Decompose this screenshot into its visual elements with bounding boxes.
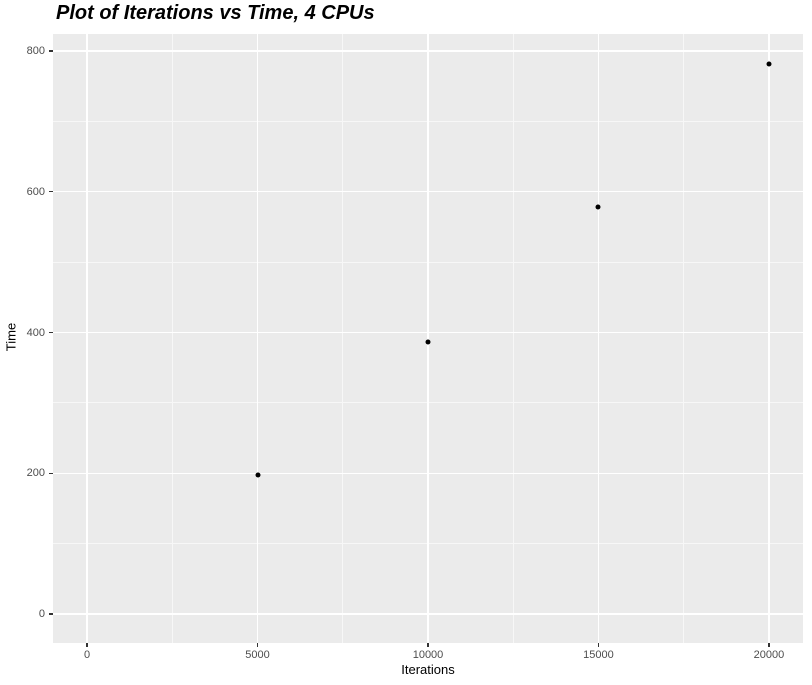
x-tick-mark	[256, 643, 259, 647]
x-tick-label: 5000	[245, 649, 270, 661]
x-axis-label: Iterations	[401, 662, 455, 677]
grid-x-major	[768, 34, 770, 643]
grid-x-minor	[683, 34, 685, 643]
y-tick-mark	[48, 50, 53, 52]
grid-x-major	[86, 34, 88, 643]
y-tick-label: 400	[26, 326, 45, 339]
grid-y-major	[53, 331, 803, 334]
grid-y-major	[53, 472, 803, 475]
x-tick-mark	[86, 643, 88, 647]
plot-panel	[53, 34, 803, 643]
grid-y-major	[53, 613, 803, 615]
x-tick-label: 20000	[753, 649, 785, 661]
x-tick-label: 0	[84, 649, 91, 661]
grid-x-minor	[512, 34, 514, 643]
y-tick-label: 800	[26, 44, 45, 57]
data-point	[766, 61, 772, 67]
x-tick-mark	[597, 643, 600, 647]
data-point	[595, 204, 601, 210]
y-tick-label: 600	[26, 185, 45, 198]
grid-x-minor	[171, 34, 173, 643]
grid-x-minor	[342, 34, 344, 643]
y-tick-label: 200	[26, 467, 45, 480]
grid-y-major	[53, 190, 803, 193]
grid-x-major	[597, 34, 600, 643]
data-point	[255, 472, 261, 478]
x-tick-label: 10000	[412, 649, 444, 661]
x-tick-mark	[427, 643, 429, 647]
grid-y-major	[53, 50, 803, 52]
y-tick-mark	[48, 190, 53, 193]
x-tick-mark	[768, 643, 770, 647]
data-point	[425, 339, 431, 345]
y-tick-label: 0	[38, 608, 45, 621]
y-tick-mark	[48, 613, 53, 615]
x-tick-label: 15000	[583, 649, 614, 661]
y-tick-mark	[48, 331, 53, 334]
chart-title: Plot of Iterations vs Time, 4 CPUs	[56, 2, 375, 24]
y-tick-mark	[48, 472, 53, 475]
grid-x-major	[427, 34, 429, 643]
grid-x-major	[256, 34, 259, 643]
